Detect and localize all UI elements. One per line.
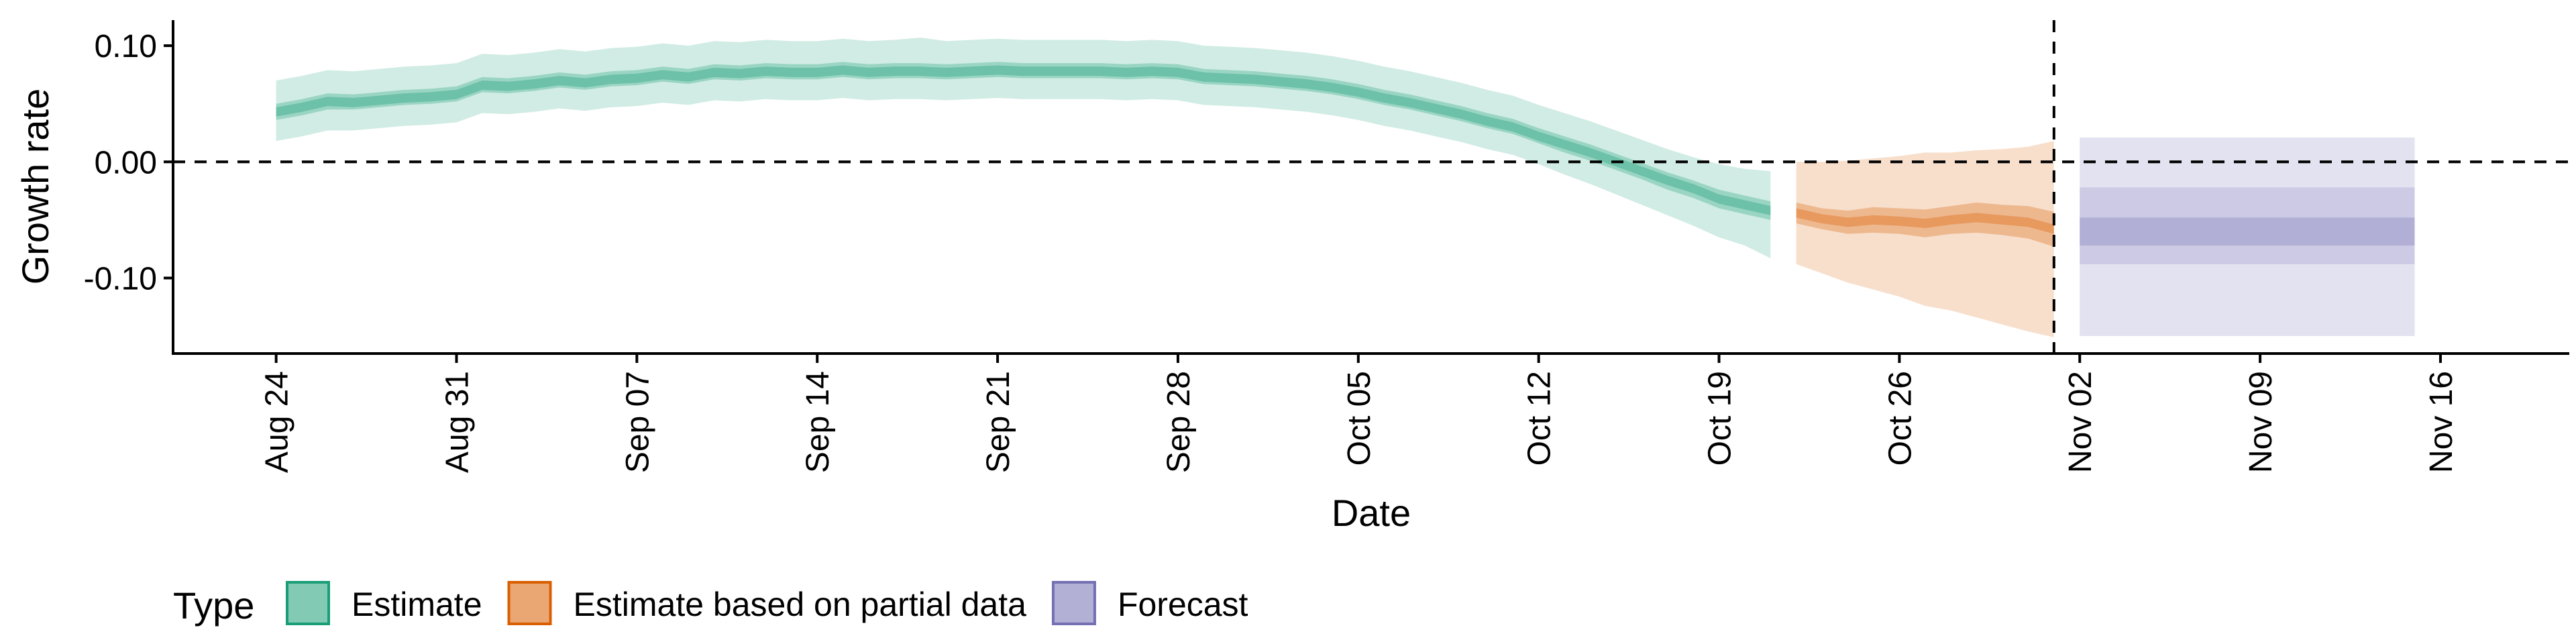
series-estimate [276,38,1771,258]
legend: Type Estimate Estimate based on partial d… [173,581,1248,627]
reference-lines [173,20,2569,354]
legend-key [507,581,552,625]
legend-label: Forecast [1118,586,1248,623]
x-tick-label: Sep 07 [620,371,655,473]
legend-label: Estimate [352,586,482,623]
ci20-band [2080,217,2415,246]
x-tick-label: Aug 31 [440,371,476,473]
x-tick-label: Oct 05 [1342,371,1377,466]
x-axis-title: Date [1332,492,1411,534]
x-tick-label: Nov 16 [2424,371,2459,473]
y-tick-label: -0.10 [84,261,157,297]
ci20-band [1796,202,2054,247]
x-tick-label: Nov 09 [2243,371,2279,473]
ribbon-layer [276,38,2415,337]
x-tick-label: Aug 24 [260,371,295,473]
x-tick-label: Oct 26 [1882,371,1918,466]
ci90-band [2080,137,2415,336]
x-tick-label: Sep 21 [981,371,1016,473]
x-tick-label: Nov 02 [2063,371,2098,473]
legend-item-forecast: Forecast [1051,581,1248,625]
legend-item-estimate-based-on-partial-data: Estimate based on partial data [507,581,1027,625]
legend-key [1051,581,1096,625]
series-estimate-based-on-partial-data [1796,141,2054,337]
median-band [1796,208,2054,234]
x-tick-label: Sep 14 [800,371,836,473]
x-tick-label: Sep 28 [1161,371,1197,473]
x-tick-layer: Aug 24 Aug 31 Sep 07 Sep 14 Sep 21 Sep 28 Oct … [260,354,2459,473]
legend-item-estimate: Estimate [286,581,482,625]
y-tick-layer: 0.10 0.00 -0.10 [84,29,173,297]
x-tick-label: Oct 19 [1703,371,1738,466]
ci20-band [276,62,1771,220]
legend-key [286,581,330,625]
ci90-band [276,38,1771,258]
axes-layer [172,20,2569,355]
x-tick-label: Oct 12 [1522,371,1558,466]
series-forecast [2080,137,2415,336]
y-tick-label: 0.00 [95,145,157,180]
legend-title: Type [173,584,254,627]
legend-label: Estimate based on partial data [574,586,1027,623]
ci50-band [2080,187,2415,264]
median-band [276,65,1771,215]
ci90-band [1796,141,2054,337]
y-axis-title: Growth rate [14,89,56,285]
y-tick-label: 0.10 [95,29,157,64]
